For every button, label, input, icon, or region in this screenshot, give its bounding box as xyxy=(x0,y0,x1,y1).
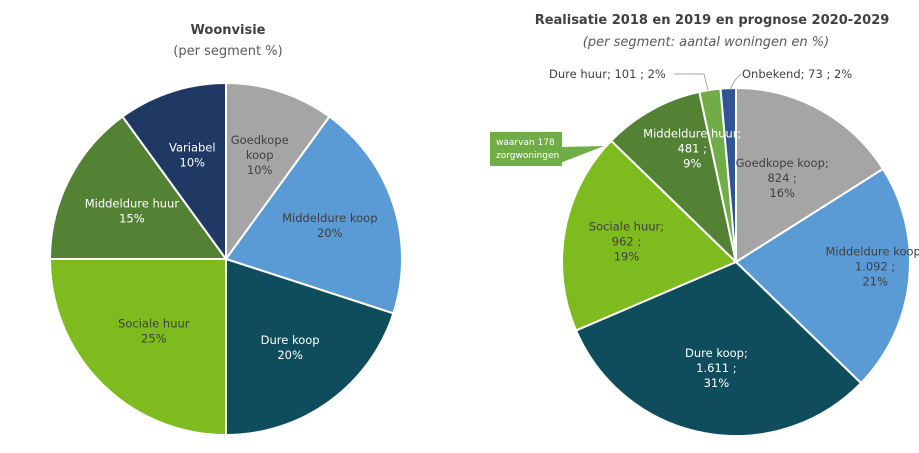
chart1-label-goedkope-koop-line: Goedkope xyxy=(231,133,289,147)
chart2-label-dure-koop-line: Dure koop; xyxy=(685,346,748,360)
chart1-label-goedkope-koop-line: 10% xyxy=(247,163,273,177)
chart1-slice-goedkope-koop xyxy=(225,81,331,263)
chart1-slice-middeldure-huur xyxy=(48,115,228,260)
chart2-leader-onbekend xyxy=(729,73,742,91)
chart2-pie: Goedkope koop; 824 ; 16%Middeldure koop; 1.… xyxy=(549,67,919,437)
chart1-label-sociale-huur-line: 25% xyxy=(141,332,167,346)
chart1-label-middeldure-koop-line: Middeldure koop xyxy=(282,211,377,225)
chart1-label-variabel-line: Variabel xyxy=(169,141,216,155)
callout-line-1: waarvan 178 xyxy=(496,138,555,148)
chart1-slice-dure-koop xyxy=(225,257,395,437)
chart1-label-dure-koop: Dure koop 20% xyxy=(261,333,320,362)
chart2-label-sociale-huur-line: 19% xyxy=(614,250,640,264)
chart2-label-onbekend: Onbekend; 73 ; 2% xyxy=(742,67,852,81)
chart2-label-sociale-huur: Sociale huur; 962 ; 19% xyxy=(589,220,664,264)
chart2-slice-middeldure-huur xyxy=(609,90,738,266)
chart2-label-sociale-huur-line: 962 ; xyxy=(612,235,641,249)
chart2-label-goedkope-koop-line: 824 ; xyxy=(767,171,796,185)
chart1-label-middeldure-koop-line: 20% xyxy=(317,226,343,240)
chart2-label-middeldure-koop-line: 21% xyxy=(862,275,888,289)
callout-line-2: zorgwoningen xyxy=(496,151,559,161)
chart2-label-goedkope-koop-line: Goedkope koop; xyxy=(736,156,829,170)
chart2-label-middeldure-huur-line: 9% xyxy=(683,156,701,170)
callout-pointer xyxy=(560,146,604,163)
chart1-label-variabel: Variabel 10% xyxy=(169,141,216,170)
chart1-slice-sociale-huur xyxy=(48,258,227,437)
chart1-slice-middeldure-koop xyxy=(224,115,403,315)
chart1-label-middeldure-koop: Middeldure koop 20% xyxy=(282,211,377,240)
chart2-label-middeldure-koop: Middeldure koop; 1.092 ; 21% xyxy=(825,245,919,289)
chart2-label-middeldure-huur-line: 481 ; xyxy=(678,141,707,155)
chart2-slice-goedkope-koop xyxy=(735,86,885,264)
chart1-label-middeldure-huur: Middeldure huur 15% xyxy=(85,197,180,226)
chart2-slice-sociale-huur xyxy=(561,139,738,332)
chart2-subtitle: (per segment: aantal woningen en %) xyxy=(583,35,829,50)
chart1-label-dure-koop-line: Dure koop xyxy=(261,333,320,347)
chart1-subtitle: (per segment %) xyxy=(173,44,282,59)
chart1-label-goedkope-koop: Goedkope koop 10% xyxy=(231,133,289,177)
chart1-label-sociale-huur: Sociale huur 25% xyxy=(118,317,190,346)
chart2-slice-dure-koop xyxy=(574,260,863,437)
chart2-label-middeldure-koop-line: Middeldure koop; xyxy=(825,245,919,259)
chart1-slice-variabel xyxy=(121,81,227,263)
chart2-label-sociale-huur-line: Sociale huur; xyxy=(589,220,664,234)
chart1-label-middeldure-huur-line: Middeldure huur xyxy=(85,197,180,211)
chart2-label-middeldure-huur: Middeldure huur; 481 ; 9% xyxy=(643,126,741,170)
chart2-leader-dure-huur xyxy=(674,73,709,91)
callout-zorgwoningen: waarvan 178 zorgwoningen xyxy=(490,132,604,166)
chart2-label-dure-koop-line: 31% xyxy=(704,376,730,390)
chart1-label-middeldure-huur-line: 15% xyxy=(119,212,145,226)
chart1-pie: Goedkope koop 10%Middeldure koop 20%Dure ko… xyxy=(48,81,403,437)
chart2-label-dure-koop: Dure koop; 1.611 ; 31% xyxy=(685,346,748,390)
chart2-label-goedkope-koop-line: 16% xyxy=(769,186,795,200)
chart2-label-dure-huur: Dure huur; 101 ; 2% xyxy=(549,67,666,81)
chart1-label-variabel-line: 10% xyxy=(180,156,206,170)
chart1-label-goedkope-koop-line: koop xyxy=(246,148,274,162)
chart2-label-goedkope-koop: Goedkope koop; 824 ; 16% xyxy=(736,156,829,200)
chart1-title: Woonvisie xyxy=(191,23,266,38)
chart2-label-middeldure-huur-line: Middeldure huur; xyxy=(643,126,741,140)
chart1-label-dure-koop-line: 20% xyxy=(277,348,303,362)
chart2-title: Realisatie 2018 en 2019 en prognose 2020… xyxy=(535,13,890,28)
chart1-label-sociale-huur-line: Sociale huur xyxy=(118,317,190,331)
chart2-slice-onbekend xyxy=(719,86,737,263)
chart2-label-middeldure-koop-line: 1.092 ; xyxy=(855,260,895,274)
callout-box xyxy=(490,132,562,166)
chart2-slice-middeldure-koop xyxy=(734,167,911,385)
chart2-label-dure-koop-line: 1.611 ; xyxy=(696,361,736,375)
